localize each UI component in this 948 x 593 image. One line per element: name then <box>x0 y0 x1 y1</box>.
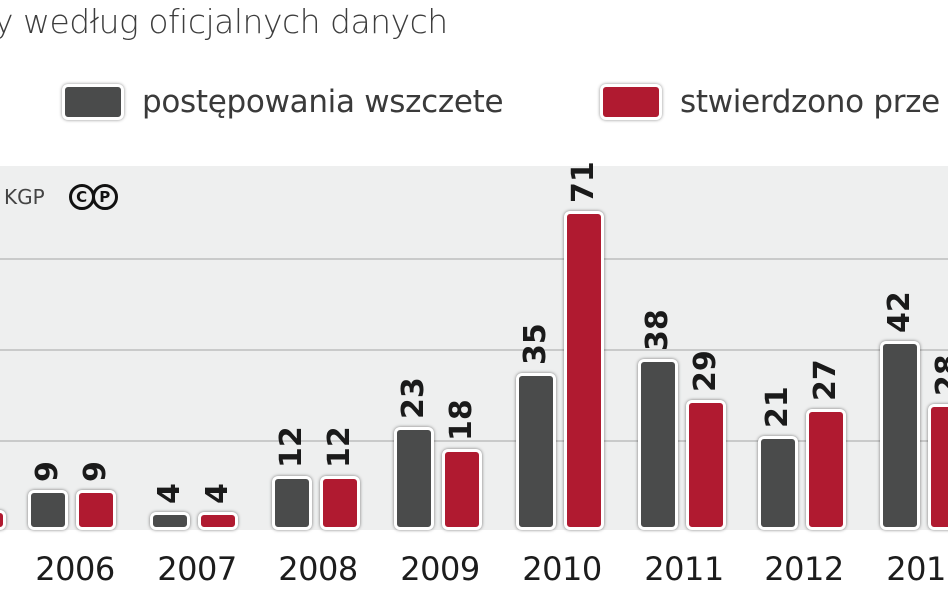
bar-confirmed-2013 <box>928 404 948 530</box>
legend: postępowania wszczete stwierdzono prze <box>0 84 948 130</box>
gridline <box>0 258 948 260</box>
bar-proceedings-2009 <box>394 426 434 530</box>
bar-confirmed-2006 <box>76 489 116 530</box>
bar-confirmed-2007 <box>198 512 238 530</box>
x-label: 2010 <box>522 550 602 588</box>
bar-proceedings-2011 <box>638 359 678 530</box>
bar-proceedings-2007 <box>150 512 190 530</box>
legend-swatch-red <box>600 84 662 120</box>
bar-proceedings-2012 <box>758 435 798 530</box>
bar-partial <box>0 510 6 530</box>
x-label: 2013 <box>886 550 948 588</box>
legend-swatch-gray <box>62 84 124 120</box>
x-label: 2011 <box>644 550 724 588</box>
gridline <box>0 440 948 442</box>
phonogram-icon: P <box>91 184 118 210</box>
bar-proceedings-2013 <box>880 341 920 530</box>
gridline <box>0 349 948 351</box>
legend-label: stwierdzono prze <box>680 84 940 120</box>
legend-item-confirmed: stwierdzono prze <box>600 84 940 120</box>
copyright-icons: C P <box>68 184 118 210</box>
source-label: KGP <box>4 185 45 209</box>
x-label: 2012 <box>764 550 844 588</box>
bar-proceedings-2010 <box>516 372 556 530</box>
x-label: 2009 <box>400 550 480 588</box>
bar-confirmed-2012 <box>806 408 846 530</box>
bar-proceedings-2006 <box>28 489 68 530</box>
legend-item-proceedings: postępowania wszczete <box>62 84 504 120</box>
bar-confirmed-2010 <box>564 210 604 530</box>
copyright-icon: C <box>68 184 95 210</box>
bar-confirmed-2011 <box>686 399 726 530</box>
x-label: 2006 <box>35 550 115 588</box>
legend-label: postępowania wszczete <box>142 84 504 120</box>
bar-proceedings-2008 <box>272 476 312 530</box>
bar-confirmed-2008 <box>320 476 360 530</box>
chart-subtitle: y według oficjalnych danych <box>0 2 448 41</box>
source-credit: KGP C P <box>4 184 118 210</box>
bar-confirmed-2009 <box>442 449 482 530</box>
x-label: 2007 <box>157 550 237 588</box>
x-label: 2008 <box>278 550 358 588</box>
